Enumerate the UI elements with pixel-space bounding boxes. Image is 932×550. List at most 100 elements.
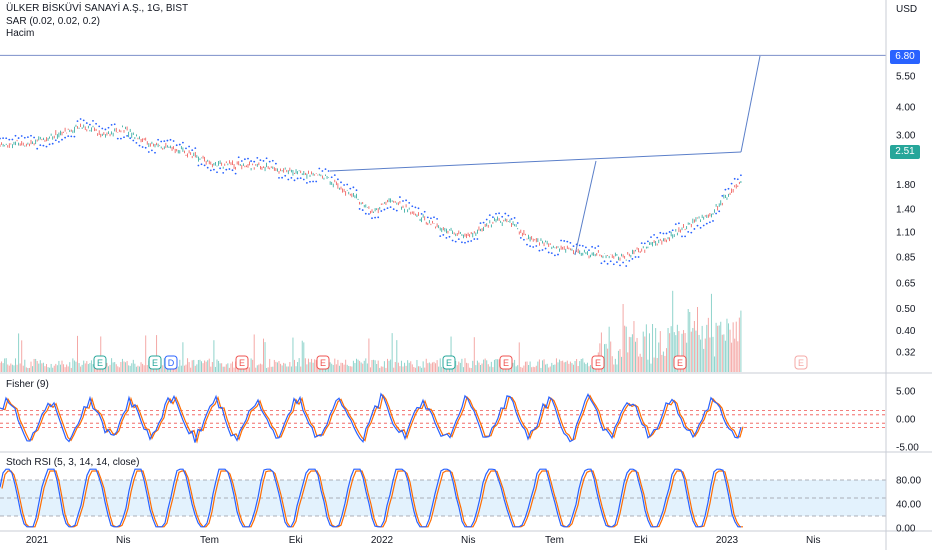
time-axis-label: Nis (806, 535, 820, 546)
fisher-indicator-label[interactable]: Fisher (9) (6, 379, 49, 390)
sar-dot (166, 139, 169, 142)
sar-indicator-label[interactable]: SAR (0.02, 0.02, 0.2) (6, 16, 100, 27)
price-axis-tick: 1.80 (896, 180, 916, 191)
event-marker-box (164, 355, 178, 370)
sar-dot (337, 178, 339, 181)
sar-dot (82, 119, 85, 122)
sar-dot (665, 232, 668, 235)
sar-dot (488, 214, 491, 217)
sar-dot (408, 201, 411, 204)
sar-dot (321, 170, 324, 172)
sar-dot (253, 160, 256, 163)
sar-dot (290, 176, 293, 179)
sar-dot (92, 120, 94, 122)
sar-dot (566, 240, 569, 243)
sar-dot (23, 136, 26, 139)
sar-dot (160, 140, 163, 143)
sar-dot (662, 232, 665, 235)
sar-dot (361, 209, 364, 211)
event-marker-box (93, 355, 107, 370)
sar-dot (172, 140, 175, 142)
sar-dot (709, 221, 711, 224)
sar-dot (151, 149, 153, 152)
sar-dot (58, 141, 60, 143)
sar-dot (222, 171, 225, 174)
sar-dot (637, 256, 640, 258)
sar-dot (123, 136, 125, 139)
sar-dot (420, 212, 423, 215)
sar-dot (516, 222, 519, 224)
sar-dot (445, 236, 448, 239)
sar-dot (231, 169, 234, 172)
sar-dot (482, 221, 485, 224)
sar-dot (622, 261, 624, 264)
price-axis-currency: USD (896, 4, 917, 15)
volume-indicator-label[interactable]: Hacim (6, 28, 35, 39)
event-marker: E (499, 355, 513, 370)
time-axis: 2021 Nis Tem Eki 2022 Nis Tem Eki 2023 Nis (26, 535, 821, 546)
sar-dot (399, 196, 401, 198)
event-marker-box (148, 355, 162, 370)
sar-dot (510, 218, 513, 220)
sar-dot (733, 177, 736, 180)
sar-dot (451, 239, 454, 242)
sar-dot (377, 216, 380, 219)
event-marker: E (591, 355, 605, 370)
stoch-axis-tick: 0.00 (896, 524, 916, 535)
event-marker-label: E (152, 358, 158, 368)
projection-line (740, 55, 761, 153)
sar-dot (73, 135, 76, 138)
sar-dot (275, 162, 277, 165)
sar-dot (560, 239, 562, 242)
event-marker-label: E (446, 358, 452, 368)
sar-dot (643, 242, 646, 245)
sar-dot (581, 244, 584, 247)
sar-dot (448, 235, 451, 238)
sar-dot (76, 120, 79, 122)
event-marker: E (93, 355, 107, 370)
sar-dot (17, 137, 20, 139)
sar-dot (619, 264, 621, 267)
sar-dot (392, 208, 395, 211)
measure-line (574, 160, 597, 256)
sar-dot (371, 217, 373, 220)
sar-dot (309, 180, 311, 183)
sar-dot (312, 180, 314, 183)
sar-dot (597, 245, 600, 248)
sar-dot (544, 247, 547, 250)
sar-dot (237, 156, 240, 159)
stoch-rsi-indicator-label[interactable]: Stoch RSI (5, 3, 14, 14, close) (6, 457, 140, 468)
sar-dot (129, 137, 132, 140)
sar-dot (721, 195, 724, 197)
sar-dot (650, 236, 652, 238)
sar-dot (287, 178, 290, 181)
sar-dot (612, 263, 615, 266)
sar-dot (504, 212, 507, 215)
sar-dot (54, 139, 57, 142)
sar-dot (30, 134, 32, 137)
sar-dot (324, 168, 327, 171)
sar-dot (228, 168, 231, 170)
sar-dot (442, 234, 445, 236)
sar-dot (262, 160, 265, 162)
sar-dot (557, 253, 559, 256)
sar-dot (476, 238, 479, 240)
sar-dot (188, 145, 191, 148)
sar-dot (302, 178, 305, 181)
sar-dot (578, 244, 581, 247)
sar-dot (554, 254, 556, 257)
sar-dot (352, 186, 355, 189)
sar-dot (550, 252, 553, 254)
sar-dot (219, 167, 222, 170)
sar-dot (64, 136, 66, 139)
neckline-line (329, 151, 742, 172)
sar-dot (647, 240, 649, 243)
sar-dot (216, 171, 218, 174)
sar-dot (5, 137, 8, 140)
event-marker-label: E (595, 358, 601, 368)
sar-dot (501, 215, 504, 218)
sar-dot (668, 231, 671, 233)
price-axis-tick: 4.00 (896, 102, 916, 113)
